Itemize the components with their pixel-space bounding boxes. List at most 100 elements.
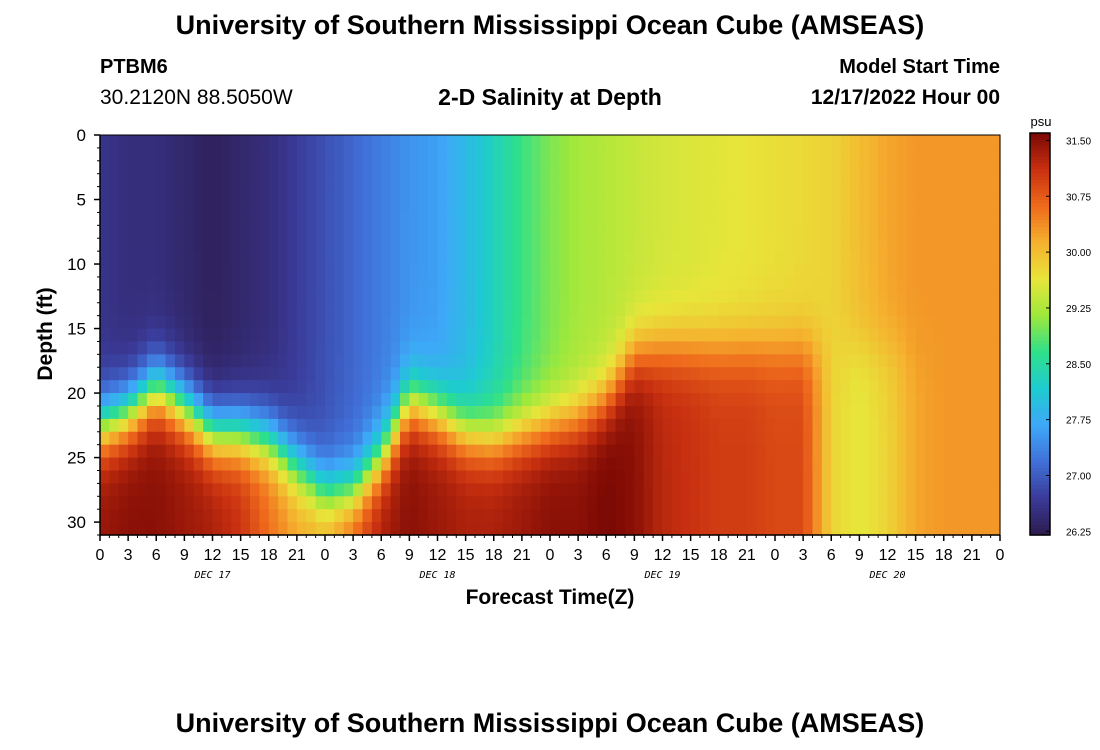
heatmap-cell	[146, 147, 157, 162]
heatmap-cell	[109, 147, 120, 162]
colorbar-swatch	[1030, 447, 1050, 452]
heatmap-cell	[428, 418, 439, 433]
heatmap-cell	[756, 509, 767, 523]
heatmap-cell	[268, 522, 279, 536]
heatmap-cell	[296, 341, 307, 355]
heatmap-cell	[700, 199, 710, 214]
heatmap-cell	[596, 509, 607, 523]
heatmap-cell	[803, 470, 814, 484]
heatmap-cell	[625, 212, 635, 226]
heatmap-cell	[334, 380, 345, 394]
heatmap-cell	[756, 405, 767, 420]
heatmap-cell	[859, 212, 870, 226]
heatmap-cell	[353, 147, 364, 162]
heatmap-cell	[109, 328, 120, 343]
heatmap-cell	[568, 328, 579, 343]
heatmap-cell	[859, 289, 870, 304]
heatmap-cell	[746, 302, 757, 317]
heatmap-cell	[456, 457, 467, 472]
heatmap-cell	[568, 470, 579, 484]
heatmap-cell	[325, 483, 335, 497]
heatmap-cell	[418, 276, 429, 291]
heatmap-cell	[728, 393, 739, 407]
heatmap-cell	[259, 315, 270, 330]
heatmap-cell	[278, 522, 289, 536]
heatmap-cell	[437, 470, 448, 484]
heatmap-cell	[587, 483, 598, 497]
heatmap-cell	[278, 380, 289, 394]
heatmap-cell	[728, 444, 739, 459]
heatmap-cell	[568, 405, 579, 420]
heatmap-cell	[268, 483, 279, 497]
heatmap-cell	[578, 199, 589, 214]
heatmap-cell	[484, 444, 495, 459]
heatmap-cell	[128, 367, 139, 381]
heatmap-cell	[128, 354, 139, 368]
heatmap-cell	[325, 393, 335, 407]
heatmap-cell	[709, 496, 720, 510]
heatmap-cell	[653, 354, 664, 368]
heatmap-cell	[400, 470, 410, 484]
heatmap-cell	[981, 431, 992, 446]
heatmap-cell	[418, 264, 429, 278]
heatmap-cell	[212, 496, 223, 510]
heatmap-cell	[137, 431, 148, 446]
heatmap-cell	[315, 341, 326, 355]
heatmap-cell	[109, 418, 120, 433]
heatmap-cell	[653, 418, 664, 433]
heatmap-cell	[812, 457, 823, 472]
heatmap-cell	[643, 431, 654, 446]
heatmap-cell	[521, 393, 532, 407]
heatmap-cell	[643, 470, 654, 484]
heatmap-cell	[418, 431, 429, 446]
heatmap-cell	[662, 341, 673, 355]
heatmap-cell	[709, 380, 720, 394]
heatmap-cell	[484, 354, 495, 368]
heatmap-cell	[343, 289, 354, 304]
heatmap-cell	[456, 225, 467, 239]
colorbar-swatch	[1030, 411, 1050, 415]
heatmap-cell	[334, 341, 345, 355]
heatmap-cell	[934, 289, 945, 304]
heatmap-cell	[728, 264, 739, 278]
heatmap-cell	[662, 393, 673, 407]
heatmap-cell	[878, 147, 889, 162]
heatmap-cell	[221, 315, 232, 330]
heatmap-cell	[156, 418, 167, 433]
heatmap-cell	[278, 264, 289, 278]
heatmap-cell	[962, 431, 973, 446]
heatmap-cell	[559, 264, 570, 278]
heatmap-cell	[943, 483, 954, 497]
heatmap-cell	[165, 251, 176, 265]
heatmap-cell	[962, 251, 973, 265]
heatmap-cell	[643, 238, 654, 252]
heatmap-cell	[550, 431, 560, 446]
heatmap-cell	[540, 238, 551, 252]
heatmap-cell	[868, 341, 879, 355]
heatmap-cell	[568, 160, 579, 175]
heatmap-cell	[662, 509, 673, 523]
heatmap-cell	[840, 470, 851, 484]
heatmap-cell	[840, 328, 851, 343]
heatmap-cell	[353, 496, 364, 510]
heatmap-cell	[240, 147, 251, 162]
heatmap-cell	[925, 483, 935, 497]
heatmap-cell	[362, 238, 373, 252]
heatmap-cell	[962, 444, 973, 459]
heatmap-cell	[315, 509, 326, 523]
heatmap-cell	[100, 264, 110, 278]
heatmap-cell	[446, 444, 457, 459]
heatmap-cell	[418, 199, 429, 214]
heatmap-cell	[521, 431, 532, 446]
heatmap-cell	[250, 418, 260, 433]
heatmap-cell	[896, 354, 907, 368]
heatmap-cell	[643, 496, 654, 510]
station-id: PTBM6	[100, 56, 168, 78]
heatmap-cell	[465, 238, 476, 252]
heatmap-cell	[325, 251, 335, 265]
heatmap-cell	[212, 160, 223, 175]
heatmap-cell	[503, 225, 514, 239]
heatmap-cell	[943, 186, 954, 201]
heatmap-cell	[868, 354, 879, 368]
heatmap-cell	[428, 212, 439, 226]
